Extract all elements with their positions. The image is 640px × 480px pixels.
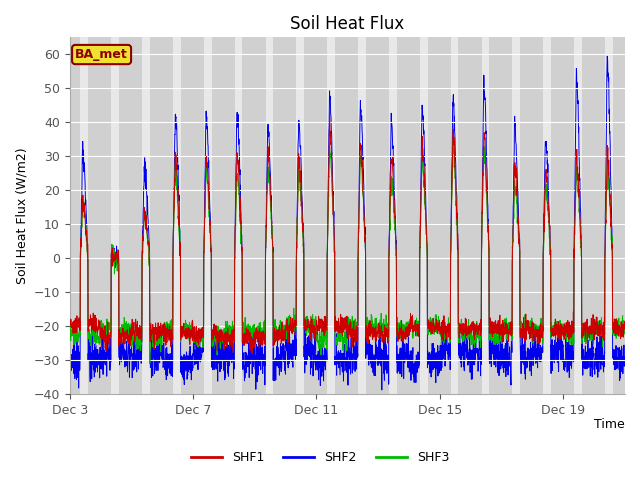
Bar bbox=[255, 37, 266, 394]
Bar bbox=[212, 37, 224, 394]
Bar bbox=[100, 37, 111, 394]
Bar bbox=[150, 37, 162, 394]
Bar bbox=[520, 37, 532, 394]
Bar bbox=[543, 37, 551, 394]
Bar bbox=[471, 37, 481, 394]
Text: BA_met: BA_met bbox=[76, 48, 128, 61]
Title: Soil Heat Flux: Soil Heat Flux bbox=[290, 15, 404, 33]
Bar bbox=[285, 37, 296, 394]
Bar bbox=[193, 37, 204, 394]
Bar bbox=[142, 37, 150, 394]
X-axis label: Time: Time bbox=[595, 419, 625, 432]
Bar bbox=[119, 37, 131, 394]
Bar bbox=[551, 37, 563, 394]
Bar bbox=[162, 37, 173, 394]
Bar bbox=[235, 37, 243, 394]
Bar bbox=[574, 37, 582, 394]
Y-axis label: Soil Heat Flux (W/m2): Soil Heat Flux (W/m2) bbox=[15, 147, 28, 284]
Bar bbox=[513, 37, 520, 394]
Bar bbox=[81, 37, 88, 394]
Bar bbox=[582, 37, 594, 394]
Bar bbox=[335, 37, 348, 394]
Bar bbox=[204, 37, 212, 394]
Bar bbox=[440, 37, 451, 394]
Bar bbox=[304, 37, 316, 394]
Bar bbox=[489, 37, 502, 394]
Bar bbox=[366, 37, 378, 394]
Legend: SHF1, SHF2, SHF3: SHF1, SHF2, SHF3 bbox=[186, 446, 454, 469]
Bar bbox=[605, 37, 612, 394]
Bar bbox=[131, 37, 142, 394]
Bar bbox=[111, 37, 119, 394]
Bar bbox=[327, 37, 335, 394]
Bar bbox=[409, 37, 420, 394]
Bar bbox=[502, 37, 513, 394]
Bar bbox=[266, 37, 273, 394]
Bar bbox=[358, 37, 366, 394]
Bar bbox=[458, 37, 471, 394]
Bar bbox=[612, 37, 625, 394]
Bar bbox=[316, 37, 327, 394]
Bar bbox=[451, 37, 458, 394]
Bar bbox=[88, 37, 100, 394]
Bar bbox=[180, 37, 193, 394]
Bar bbox=[224, 37, 235, 394]
Bar bbox=[594, 37, 605, 394]
Bar bbox=[389, 37, 397, 394]
Bar bbox=[273, 37, 285, 394]
Bar bbox=[243, 37, 255, 394]
Bar bbox=[563, 37, 574, 394]
Bar bbox=[420, 37, 428, 394]
Bar bbox=[173, 37, 180, 394]
Bar bbox=[70, 37, 81, 394]
Bar bbox=[397, 37, 409, 394]
Bar bbox=[348, 37, 358, 394]
Bar bbox=[296, 37, 304, 394]
Bar bbox=[378, 37, 389, 394]
Bar bbox=[532, 37, 543, 394]
Bar bbox=[481, 37, 489, 394]
Bar bbox=[428, 37, 440, 394]
